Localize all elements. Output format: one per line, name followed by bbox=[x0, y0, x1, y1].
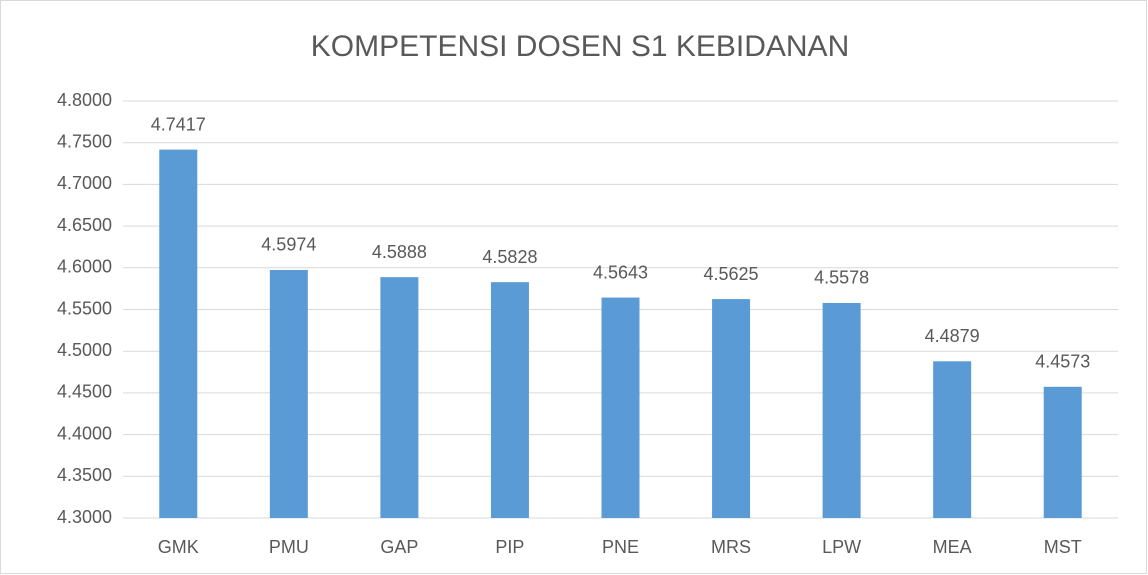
x-tick-label: PNE bbox=[602, 537, 639, 557]
x-tick-label: MRS bbox=[711, 537, 751, 557]
y-tick-label: 4.4500 bbox=[57, 382, 112, 402]
y-tick-label: 4.3500 bbox=[57, 465, 112, 485]
data-label: 4.7417 bbox=[151, 114, 206, 134]
x-tick-label: MEA bbox=[933, 537, 972, 557]
bar bbox=[269, 269, 308, 518]
chart-title: KOMPETENSI DOSEN S1 KEBIDANAN bbox=[311, 30, 849, 63]
y-tick-label: 4.5000 bbox=[57, 340, 112, 360]
bar bbox=[380, 277, 419, 518]
x-tick-label: PMU bbox=[269, 537, 309, 557]
data-label: 4.5888 bbox=[372, 242, 427, 262]
bar bbox=[822, 302, 861, 518]
data-label: 4.5578 bbox=[814, 268, 869, 288]
bar bbox=[601, 297, 640, 518]
bar bbox=[1043, 386, 1082, 518]
bar bbox=[490, 282, 529, 518]
data-label: 4.4573 bbox=[1035, 352, 1090, 372]
x-tick-label: MST bbox=[1044, 537, 1082, 557]
bar bbox=[159, 149, 198, 518]
y-tick-label: 4.4000 bbox=[57, 423, 112, 443]
x-tick-label: PIP bbox=[495, 537, 524, 557]
x-tick-label: LPW bbox=[822, 537, 861, 557]
bar bbox=[933, 361, 972, 518]
data-label: 4.5643 bbox=[593, 262, 648, 282]
y-tick-label: 4.8000 bbox=[57, 90, 112, 110]
y-tick-label: 4.7500 bbox=[57, 131, 112, 151]
data-label: 4.5828 bbox=[482, 247, 537, 267]
bar bbox=[712, 299, 751, 518]
data-label: 4.4879 bbox=[925, 326, 980, 346]
data-label: 4.5625 bbox=[704, 264, 759, 284]
y-tick-label: 4.7000 bbox=[57, 173, 112, 193]
x-tick-label: GAP bbox=[380, 537, 418, 557]
y-tick-label: 4.5500 bbox=[57, 298, 112, 318]
y-tick-label: 4.6000 bbox=[57, 257, 112, 277]
y-tick-label: 4.3000 bbox=[57, 507, 112, 527]
x-tick-label: GMK bbox=[158, 537, 199, 557]
data-label: 4.5974 bbox=[261, 235, 316, 255]
y-tick-label: 4.6500 bbox=[57, 215, 112, 235]
